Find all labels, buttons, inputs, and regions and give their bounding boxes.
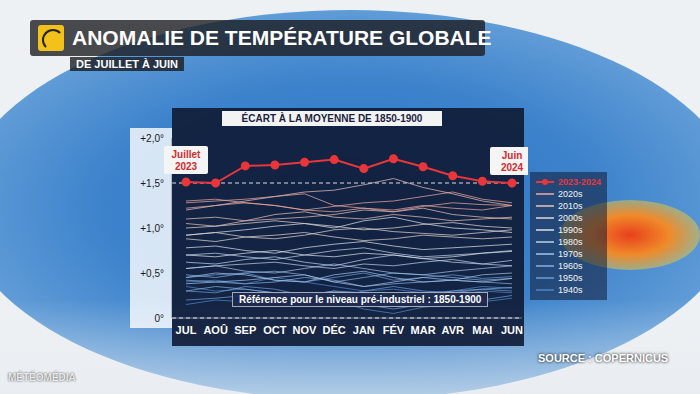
svg-text:2024: 2024 (501, 162, 524, 173)
html-text:2010s: 2010s (558, 201, 583, 211)
html-text:1980s: 1980s (558, 237, 583, 247)
svg-text:JUN: JUN (501, 324, 523, 336)
svg-text:+0,5°: +0,5° (140, 268, 164, 279)
svg-text:+1,5°: +1,5° (140, 178, 164, 189)
svg-text:Juillet: Juillet (172, 149, 202, 160)
svg-text:JUL: JUL (176, 324, 197, 336)
html-text:MÉTÉOMÉDIA: MÉTÉOMÉDIA (8, 372, 76, 383)
svg-text:MAI: MAI (472, 324, 492, 336)
svg-text:OCT: OCT (263, 324, 287, 336)
html-text:Référence pour le niveau pré-i: Référence pour le niveau pré-industriel … (239, 294, 482, 305)
svg-text:AVR: AVR (442, 324, 464, 336)
html-text:ÉCART À LA MOYENNE DE 1850-190: ÉCART À LA MOYENNE DE 1850-1900 (241, 113, 423, 124)
svg-text:MAR: MAR (411, 324, 436, 336)
html-text:1950s: 1950s (558, 273, 583, 283)
html-text:1940s: 1940s (558, 285, 583, 295)
html-text:2020s: 2020s (558, 189, 583, 199)
svg-text:NOV: NOV (293, 324, 318, 336)
svg-text:DÉC: DÉC (323, 324, 346, 336)
html-text:DE JUILLET À JUIN: DE JUILLET À JUIN (76, 58, 179, 70)
svg-text:2023: 2023 (175, 161, 198, 172)
html-text:2023-2024: 2023-2024 (558, 177, 601, 187)
html-text:SOURCE : COPERNICUS: SOURCE : COPERNICUS (538, 352, 669, 364)
svg-text:JAN: JAN (353, 324, 375, 336)
svg-text:Juin: Juin (502, 150, 523, 161)
html-text:1990s: 1990s (558, 225, 583, 235)
html-text:1970s: 1970s (558, 249, 583, 259)
html-text:1960s: 1960s (558, 261, 583, 271)
svg-text:SEP: SEP (234, 324, 256, 336)
html-text:2000s: 2000s (558, 213, 583, 223)
html-text:ANOMALIE DE TEMPÉRATURE GLOBAL: ANOMALIE DE TEMPÉRATURE GLOBALE (72, 26, 492, 49)
svg-text:FÉV: FÉV (383, 324, 405, 336)
svg-text:0°: 0° (154, 313, 164, 324)
svg-text:AOÛ: AOÛ (203, 324, 228, 336)
svg-text:+1,0°: +1,0° (140, 223, 164, 234)
svg-text:+2,0°: +2,0° (140, 133, 164, 144)
